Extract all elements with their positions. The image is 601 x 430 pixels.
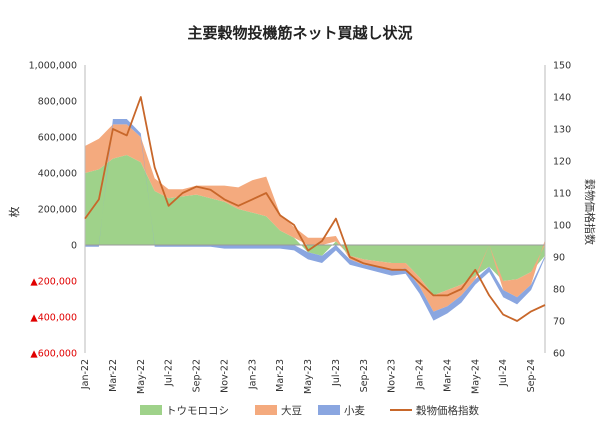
x-tick-label: Nov-22 (219, 359, 230, 393)
y-tick-label: ▲600,000 (30, 349, 77, 360)
y2-tick-label: 70 (553, 317, 565, 328)
y2-axis-label: 穀物価格指数 (583, 179, 597, 245)
area-layer (85, 119, 545, 321)
x-tick-label: Jul-24 (498, 359, 509, 387)
chart-title: 主要穀物投機筋ネット買越し状況 (187, 24, 412, 42)
y-tick-label: 200,000 (38, 205, 77, 216)
legend-swatch (255, 405, 277, 415)
x-tick-label: May-24 (470, 359, 481, 394)
y2-tick-label: 90 (553, 253, 565, 264)
y2-tick-label: 60 (553, 349, 565, 360)
y2-tick-label: 130 (553, 125, 571, 136)
y2-tick-label: 140 (553, 93, 571, 104)
x-tick-label: May-22 (136, 359, 147, 394)
x-tick-label: May-23 (303, 359, 314, 394)
legend-label: 小麦 (344, 405, 365, 417)
x-tick-label: Mar-24 (442, 359, 453, 392)
legend-label: 大豆 (281, 404, 302, 417)
x-tick-label: Jan-24 (415, 359, 426, 390)
y2-tick-label: 120 (553, 157, 571, 168)
x-tick-label: Mar-23 (275, 359, 286, 392)
x-tick-label: Sep-22 (192, 359, 203, 392)
legend-swatch (318, 405, 340, 415)
area-series-0 (85, 155, 545, 296)
area-series-1 (85, 124, 545, 312)
y2-axis-ticks: 150 140 130 120 110 100 90 80 70 60 (553, 61, 571, 360)
x-tick-label: Jul-23 (331, 359, 342, 387)
y-axis-label: 枚 (7, 207, 21, 218)
index-line (84, 96, 546, 322)
x-tick-label: Jan-22 (80, 359, 91, 390)
legend-swatch (140, 405, 162, 415)
x-tick-label: Sep-24 (526, 359, 537, 392)
x-tick-label: Sep-23 (359, 359, 370, 392)
y-tick-label: 600,000 (38, 133, 77, 144)
x-tick-label: Jan-23 (247, 359, 258, 390)
legend-label: 穀物価格指数 (416, 404, 479, 417)
x-axis-ticks: Jan-22 Mar-22 May-22 Jul-22 Sep-22 Nov-22 Jan-… (80, 359, 537, 394)
y-tick-label: 1,000,000 (29, 61, 77, 72)
x-tick-label: Mar-22 (108, 359, 119, 392)
y-tick-label: 0 (71, 241, 77, 252)
y2-tick-label: 110 (553, 189, 571, 200)
y-tick-label: 800,000 (38, 97, 77, 108)
y-tick-label: 400,000 (38, 169, 77, 180)
y-axis-ticks: 1,000,000 800,000 600,000 400,000 200,000 0 ▲2… (29, 61, 77, 360)
legend-label: トウモロコシ (166, 405, 229, 417)
x-tick-label: Nov-23 (387, 359, 398, 393)
legend: トウモロコシ 大豆 小麦 穀物価格指数 (140, 404, 479, 417)
index-line-layer (84, 96, 546, 322)
y2-tick-label: 80 (553, 285, 565, 296)
y-tick-label: ▲400,000 (30, 313, 77, 324)
y2-tick-label: 150 (553, 61, 571, 72)
y2-tick-label: 100 (553, 221, 571, 232)
y-tick-label: ▲200,000 (30, 277, 77, 288)
x-tick-label: Jul-22 (164, 359, 175, 387)
